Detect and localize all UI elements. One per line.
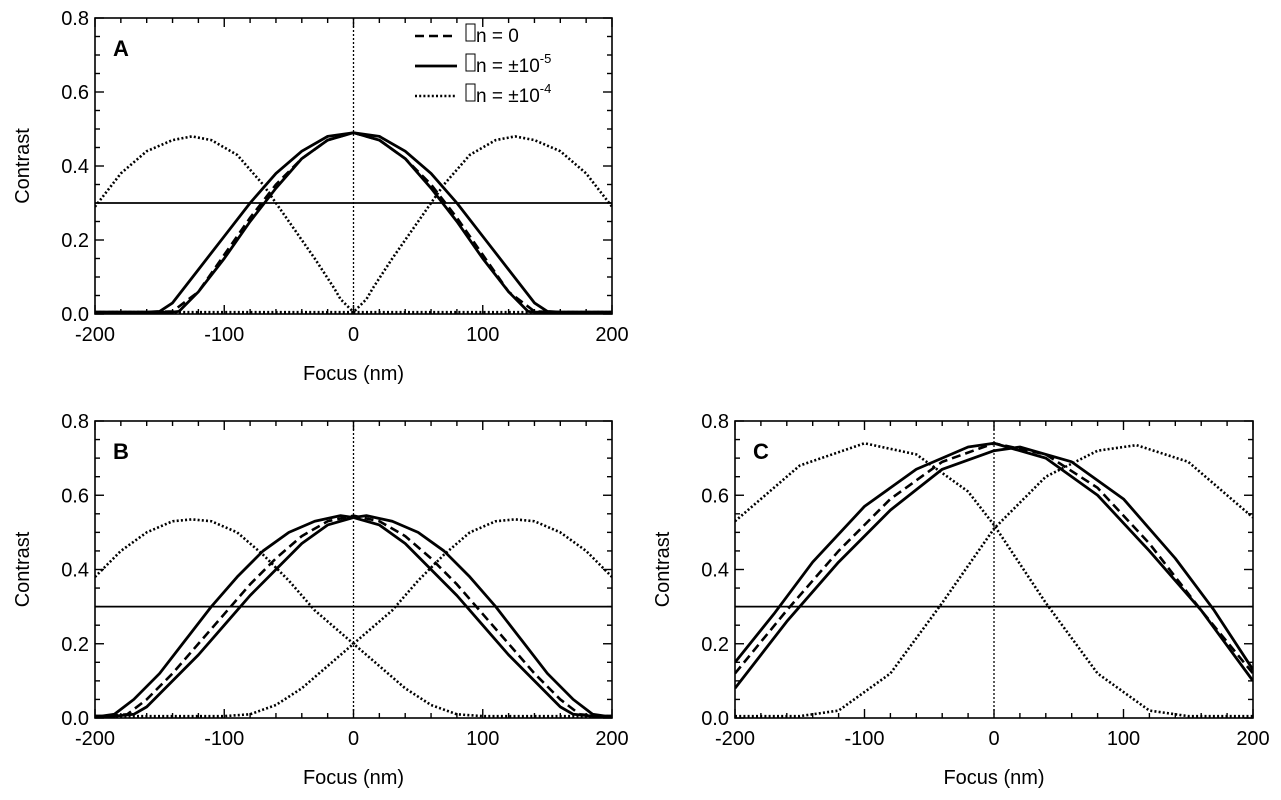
x-tick-label: -200: [75, 324, 115, 346]
series-line-1-dashed: [95, 514, 612, 718]
legend-entry-exponent: -4: [540, 81, 552, 96]
legend-entry-text: n = ±10-5: [476, 51, 551, 77]
x-tick-label: 0: [988, 728, 999, 750]
x-tick-label: -100: [204, 728, 244, 750]
series-line-5-dotted: [95, 518, 612, 718]
series-line-3-solid: [735, 445, 1253, 690]
y-tick-label: 0.6: [61, 485, 89, 507]
legend-entry-value: ±10: [508, 56, 540, 77]
series-line-4-dotted: [735, 441, 1253, 718]
series-line-5-dotted: [735, 443, 1253, 718]
panel-label: B: [113, 439, 129, 464]
x-tick-label: 0: [348, 324, 359, 346]
series-line-5-dotted: [95, 135, 612, 314]
missing-glyph-box: [465, 83, 476, 102]
y-axis-label: Contrast: [12, 531, 34, 607]
x-tick-label: 100: [466, 324, 499, 346]
y-tick-label: 0.2: [61, 634, 89, 656]
series-line-3-solid: [95, 514, 612, 718]
chart-panel-c: -200 -100 0 100 200 0.0 0.2 0.4 0.6 0.8 Focus (nm)…: [652, 411, 1270, 789]
x-tick-label: 0: [348, 728, 359, 750]
y-tick-label: 0.4: [61, 156, 89, 178]
legend-entry-prefix: n =: [476, 86, 508, 107]
legend-entry-prefix: n =: [476, 26, 508, 47]
series-line-3-solid: [95, 131, 612, 314]
y-tick-label: 0.0: [61, 708, 89, 730]
chart-panel-a: -200 -100 0 100 200 0.0 0.2 0.4 0.6 0.8 Focus (nm)…: [12, 8, 629, 385]
x-tick-label: 200: [595, 324, 628, 346]
series-line-2-solid: [735, 441, 1253, 682]
panel-label: A: [113, 36, 129, 61]
x-tick-label: 200: [595, 728, 628, 750]
x-axis-label: Focus (nm): [303, 363, 404, 385]
series-line-4-dotted: [95, 135, 612, 314]
legend: n = 0n = ±10-5n = ±10-4: [415, 23, 551, 107]
legend-entry-text: n = ±10-4: [476, 81, 551, 107]
y-tick-label: 0.2: [61, 230, 89, 252]
y-tick-label: 0.8: [701, 411, 729, 433]
x-tick-label: 100: [1107, 728, 1140, 750]
y-tick-label: 0.8: [61, 8, 89, 30]
legend-entry-prefix: n =: [476, 56, 508, 77]
series-line-4-dotted: [95, 518, 612, 718]
missing-glyph-box: [465, 23, 476, 42]
y-axis-label: Contrast: [12, 128, 34, 204]
y-tick-label: 0.0: [61, 304, 89, 326]
chart-panel-b: -200 -100 0 100 200 0.0 0.2 0.4 0.6 0.8 Focus (nm)…: [12, 411, 629, 789]
y-tick-label: 0.4: [701, 560, 729, 582]
series-line-2-solid: [95, 131, 612, 314]
legend-entry-text: n = 0: [476, 26, 519, 47]
x-tick-label: -100: [204, 324, 244, 346]
y-tick-label: 0.0: [701, 708, 729, 730]
series-line-2-solid: [95, 514, 612, 718]
y-axis-label: Contrast: [652, 531, 674, 607]
x-tick-label: -200: [715, 728, 755, 750]
y-tick-label: 0.8: [61, 411, 89, 433]
y-tick-label: 0.4: [61, 560, 89, 582]
legend-entry-value: 0: [508, 26, 519, 47]
x-tick-label: 100: [466, 728, 499, 750]
x-axis-label: Focus (nm): [943, 767, 1044, 789]
y-tick-label: 0.2: [701, 634, 729, 656]
x-tick-label: -200: [75, 728, 115, 750]
legend-entry-exponent: -5: [540, 51, 552, 66]
y-tick-label: 0.6: [701, 485, 729, 507]
legend-entry-value: ±10: [508, 86, 540, 107]
x-tick-label: -100: [844, 728, 884, 750]
y-tick-label: 0.6: [61, 82, 89, 104]
x-axis-label: Focus (nm): [303, 767, 404, 789]
missing-glyph-box: [465, 53, 476, 72]
x-tick-label: 200: [1236, 728, 1269, 750]
panel-label: C: [753, 439, 769, 464]
